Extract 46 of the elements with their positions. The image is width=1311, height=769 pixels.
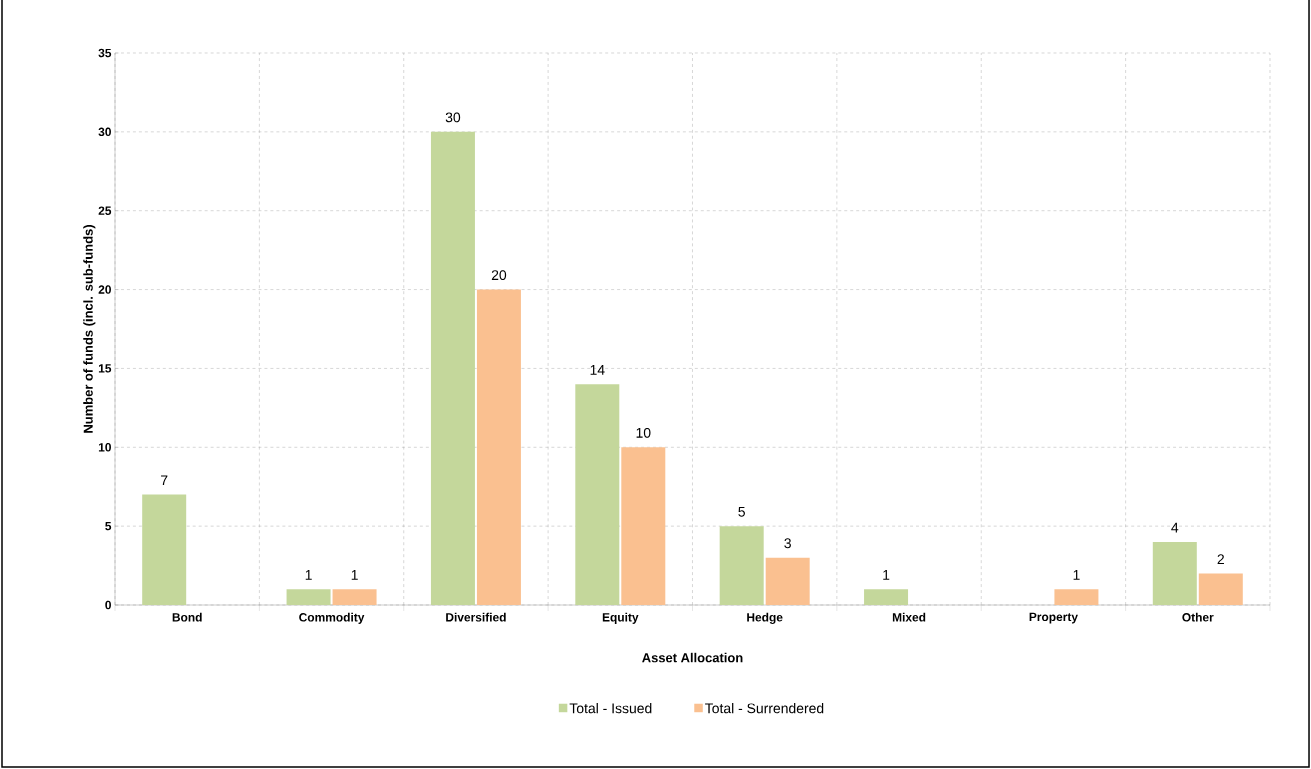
data-label: 7: [161, 475, 168, 486]
y-tick-label: 20: [98, 285, 111, 294]
x-tick-label: Diversified: [446, 612, 506, 622]
y-tick-label: 5: [105, 521, 112, 531]
y-tick-label: 15: [98, 364, 112, 373]
y-axis-title: Number of funds (incl. sub-funds): [83, 225, 96, 433]
data-label: 1: [883, 570, 890, 580]
bar: [476, 289, 521, 605]
x-tick-label: Bond: [172, 612, 202, 622]
bar: [286, 589, 331, 605]
bar: [332, 589, 377, 605]
bar: [430, 131, 475, 605]
y-tick-label: 35: [98, 48, 112, 58]
data-label: 1: [351, 570, 358, 580]
data-label: 14: [590, 365, 605, 375]
data-label: 4: [1171, 522, 1179, 533]
data-label: 20: [491, 270, 507, 281]
data-label: 5: [738, 506, 745, 517]
bar: [575, 384, 620, 605]
x-tick-label: Other: [1182, 612, 1214, 622]
bar: [1054, 589, 1099, 605]
y-tick-label: 25: [98, 206, 112, 215]
bar: [719, 526, 764, 605]
data-label: 2: [1217, 554, 1224, 564]
bar: [864, 589, 909, 605]
x-tick-label: Hedge: [747, 612, 783, 624]
data-label: 1: [1073, 570, 1080, 580]
bar: [1198, 573, 1243, 605]
x-tick-label: Commodity: [299, 612, 365, 624]
data-label: 10: [636, 427, 651, 438]
legend-label: Total - Issued: [569, 703, 652, 714]
bar: [142, 494, 187, 605]
data-label: 1: [305, 570, 312, 580]
bar: [621, 447, 666, 605]
y-tick-label: 0: [105, 600, 111, 610]
y-tick-label: 30: [98, 127, 111, 137]
x-axis-title: Asset Allocation: [642, 652, 743, 663]
y-tick-label: 10: [98, 443, 111, 452]
x-tick-label: Equity: [602, 612, 639, 624]
bar: [765, 557, 810, 605]
x-tick-label: Property: [1029, 612, 1078, 624]
legend-label: Total - Surrendered: [705, 703, 824, 714]
bar: [1152, 541, 1197, 605]
data-label: 3: [784, 538, 791, 549]
x-tick-label: Mixed: [892, 612, 926, 622]
data-label: 30: [445, 112, 461, 123]
